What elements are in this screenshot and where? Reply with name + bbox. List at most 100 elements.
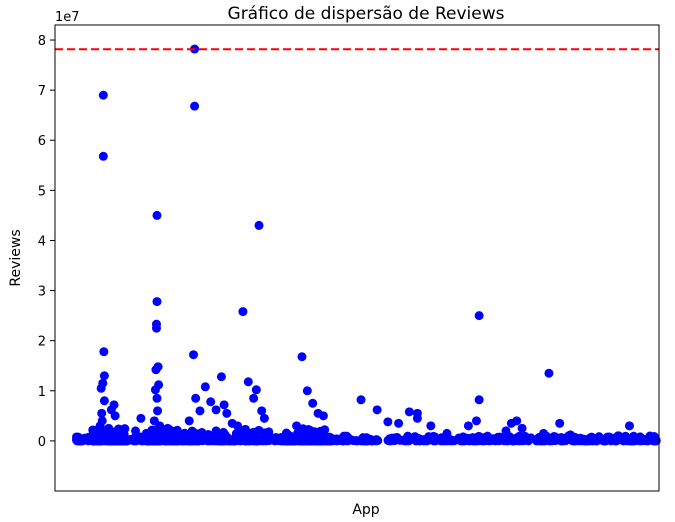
data-point [97, 408, 107, 418]
data-point [95, 421, 105, 431]
data-point [318, 411, 328, 421]
data-point [259, 413, 269, 423]
baseline-point [72, 435, 82, 445]
data-point [297, 352, 307, 362]
data-point [544, 368, 554, 378]
data-point [136, 413, 146, 423]
data-point [150, 385, 160, 395]
plot-frame [54, 24, 660, 492]
baseline-point [335, 434, 345, 444]
data-point [152, 297, 162, 307]
y-tick-label: 8 [38, 34, 46, 49]
baseline-point [260, 428, 270, 438]
data-point [99, 396, 109, 406]
data-point [635, 432, 645, 442]
data-point [474, 311, 484, 321]
data-point [501, 426, 511, 436]
baseline-point [383, 435, 393, 445]
y-axis: 0 1 2 3 4 5 6 7 8 [38, 34, 55, 450]
data-point [426, 421, 436, 431]
data-point [110, 411, 120, 421]
data-point [474, 395, 484, 405]
y-tick-label: 0 [38, 435, 46, 450]
baseline-point [191, 429, 201, 439]
chart-title: Gráfico de dispersão de Reviews [228, 4, 505, 24]
data-point [539, 428, 549, 438]
baseline-point [470, 433, 480, 443]
data-point [131, 426, 141, 436]
data-point [463, 421, 473, 431]
data-point [243, 377, 253, 387]
baseline-point [304, 435, 314, 445]
baseline-point [416, 435, 426, 445]
x-axis-label: App [352, 502, 379, 518]
baseline-point [556, 432, 566, 442]
data-point [254, 220, 264, 230]
data-point [216, 372, 226, 382]
baseline-point [251, 435, 261, 445]
points-layer [72, 44, 661, 446]
data-point [200, 382, 210, 392]
data-point [151, 323, 161, 333]
baseline-point [108, 435, 118, 445]
baseline-point [549, 436, 559, 446]
data-point [383, 417, 393, 427]
data-point [624, 421, 634, 431]
baseline-point [314, 427, 324, 437]
data-point [372, 405, 382, 415]
data-point [471, 416, 481, 426]
baseline-point [248, 427, 258, 437]
data-point [442, 428, 452, 438]
data-point [412, 413, 422, 423]
data-point [99, 371, 109, 381]
data-point [211, 405, 221, 415]
baseline-point [180, 436, 190, 446]
data-point [308, 398, 318, 408]
data-point [356, 395, 366, 405]
baseline-point [222, 433, 232, 443]
baseline-point [602, 433, 612, 443]
data-point [99, 347, 109, 357]
baseline-point [131, 435, 141, 445]
data-point [153, 406, 163, 416]
baseline-point [361, 436, 371, 446]
baseline-point [323, 436, 333, 446]
y-tick-label: 3 [38, 285, 46, 300]
baseline-point [207, 435, 217, 445]
data-point [517, 423, 527, 433]
y-tick-label: 6 [38, 134, 46, 149]
baseline-point [516, 436, 526, 446]
baseline-point [479, 433, 489, 443]
data-point [251, 385, 261, 395]
baseline-point [445, 436, 455, 446]
data-point [96, 383, 106, 393]
baseline-point [588, 436, 598, 446]
data-point [151, 365, 161, 375]
data-point [238, 307, 248, 317]
baseline-point [430, 432, 440, 442]
y-tick-label: 5 [38, 184, 46, 199]
y-tick-label: 4 [38, 234, 46, 249]
data-point [506, 418, 516, 428]
data-point [147, 428, 157, 438]
data-point [565, 430, 575, 440]
baseline-point [311, 435, 321, 445]
data-point [163, 423, 173, 433]
data-point [555, 418, 565, 428]
baseline-point [119, 424, 129, 434]
data-point [249, 393, 259, 403]
data-point [160, 431, 170, 441]
baseline-point [643, 436, 653, 446]
data-point [104, 423, 114, 433]
baseline-point [237, 427, 247, 437]
data-point [152, 393, 162, 403]
data-point [302, 386, 312, 396]
y-tick-label: 1 [38, 385, 46, 400]
data-point [404, 407, 414, 417]
baseline-point [504, 435, 514, 445]
data-point [233, 421, 243, 431]
y-tick-label: 7 [38, 84, 46, 99]
baseline-point [283, 434, 293, 444]
data-point [190, 101, 200, 111]
